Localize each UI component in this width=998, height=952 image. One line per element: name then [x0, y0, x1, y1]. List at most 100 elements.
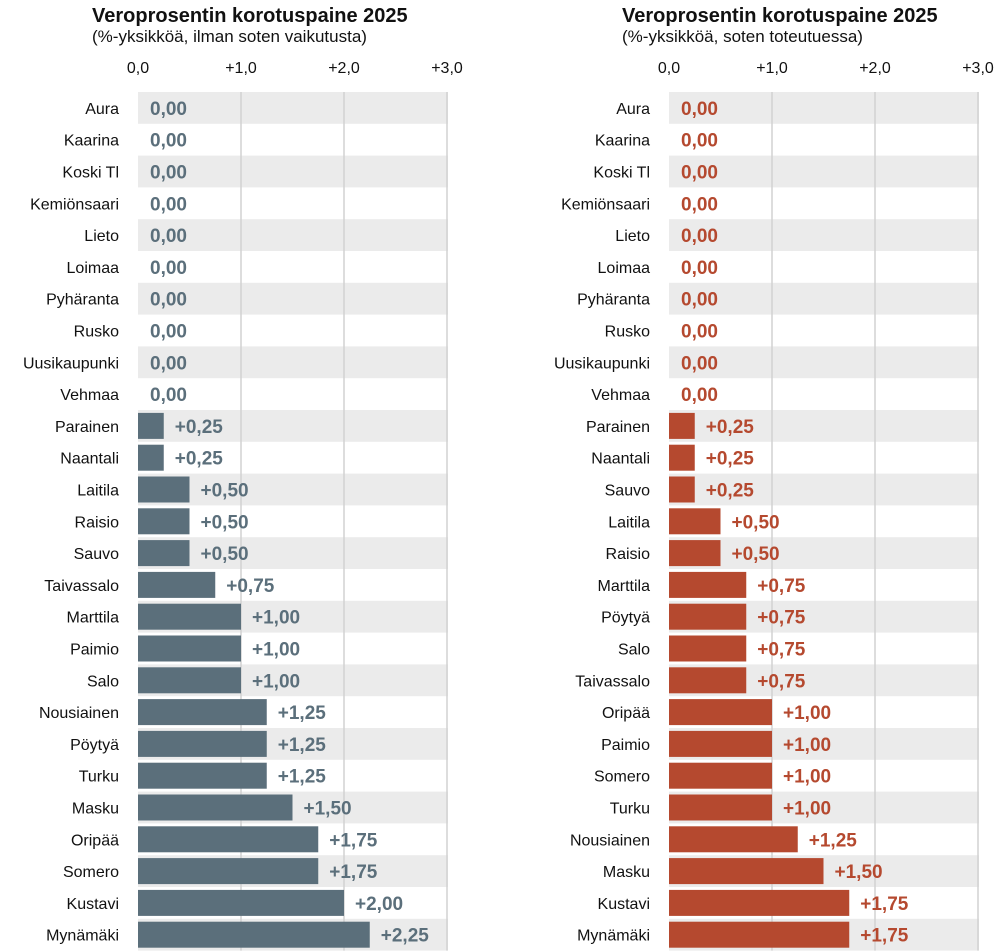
- category-label: Marttila: [598, 578, 651, 595]
- row-stripe: [138, 537, 448, 569]
- category-label: Laitila: [77, 483, 119, 500]
- category-label: Parainen: [55, 419, 119, 436]
- category-label: Koski Tl: [593, 165, 650, 182]
- row-stripe: [138, 346, 448, 379]
- category-label: Raisio: [75, 514, 120, 531]
- chart-left-title: Veroprosentin korotuspaine 2025: [92, 5, 408, 27]
- category-label: Nousiainen: [570, 832, 650, 849]
- bar: [669, 826, 798, 853]
- bar: [669, 635, 747, 662]
- bar: [669, 444, 695, 471]
- value-label: 0,00: [150, 131, 187, 152]
- chart-right-categories: Aura Kaarina Koski Tl Kemiönsaari Lieto Loima…: [554, 101, 650, 945]
- value-label: +0,25: [706, 449, 755, 470]
- value-label: 0,00: [150, 163, 187, 184]
- category-label: Uusikaupunki: [554, 355, 650, 372]
- value-label: +1,50: [304, 799, 352, 820]
- value-label: +0,50: [732, 512, 780, 533]
- category-label: Taivassalo: [575, 673, 650, 690]
- value-label: +1,00: [252, 640, 300, 661]
- category-label: Aura: [616, 101, 650, 118]
- category-label: Kemiönsaari: [561, 196, 650, 213]
- category-label: Salo: [87, 673, 119, 690]
- bar: [669, 540, 721, 567]
- bar: [138, 540, 190, 567]
- category-label: Rusko: [74, 324, 119, 341]
- row-stripe: [138, 282, 448, 315]
- row-stripe: [138, 92, 448, 124]
- category-label: Rusko: [605, 324, 650, 341]
- row-stripe: [669, 346, 979, 379]
- bar: [669, 889, 850, 916]
- value-label: +1,00: [783, 799, 831, 820]
- chart-left-subtitle: (%-yksikköä, ilman soten vaikutusta): [92, 27, 367, 46]
- value-label: 0,00: [681, 226, 718, 247]
- bar: [138, 921, 370, 948]
- category-label: Naantali: [60, 451, 119, 468]
- value-label: 0,00: [681, 99, 718, 120]
- bar: [138, 508, 190, 535]
- value-label: +0,25: [706, 481, 755, 502]
- value-label: +0,75: [226, 576, 275, 597]
- bar: [138, 858, 319, 885]
- chart-right: Veroprosentin korotuspaine 2025 (%-yksik…: [554, 5, 994, 951]
- category-label: Raisio: [606, 546, 651, 563]
- tick-label: +1,0: [756, 60, 788, 77]
- value-label: +0,75: [757, 640, 806, 661]
- value-label: +1,25: [809, 830, 858, 851]
- value-label: +0,50: [732, 544, 780, 565]
- tick-label: +3,0: [431, 60, 463, 77]
- row-stripe: [138, 219, 448, 251]
- tick-label: 0,0: [127, 60, 149, 77]
- bar: [669, 412, 695, 439]
- category-label: Uusikaupunki: [23, 355, 119, 372]
- value-label: +0,50: [201, 481, 249, 502]
- row-stripe: [669, 92, 979, 124]
- category-label: Turku: [79, 769, 119, 786]
- value-label: +1,25: [278, 703, 327, 724]
- category-label: Salo: [618, 642, 650, 659]
- value-label: 0,00: [681, 322, 718, 343]
- category-label: Pöytyä: [70, 737, 119, 754]
- row-stripe: [138, 155, 448, 188]
- value-label: +1,00: [252, 608, 300, 629]
- category-label: Oripää: [71, 832, 119, 849]
- category-label: Vehmaa: [60, 387, 119, 404]
- category-label: Nousiainen: [39, 705, 119, 722]
- category-label: Masku: [72, 801, 119, 818]
- value-label: 0,00: [150, 226, 187, 247]
- category-label: Pyhäranta: [46, 292, 119, 309]
- bar: [138, 444, 164, 471]
- tick-label: +2,0: [859, 60, 891, 77]
- category-label: Oripää: [602, 705, 650, 722]
- category-label: Pyhäranta: [577, 292, 650, 309]
- category-label: Lieto: [615, 228, 650, 245]
- value-label: 0,00: [681, 258, 718, 279]
- chart-right-subtitle: (%-yksikköä, soten toteutuessa): [622, 27, 863, 46]
- row-stripe: [669, 473, 979, 506]
- category-label: Naantali: [591, 451, 650, 468]
- category-label: Masku: [603, 864, 650, 881]
- category-label: Kustavi: [67, 896, 119, 913]
- category-label: Taivassalo: [44, 578, 119, 595]
- value-label: +1,00: [783, 735, 831, 756]
- tick-label: +2,0: [328, 60, 360, 77]
- value-label: +2,25: [381, 926, 430, 947]
- value-label: +1,75: [860, 926, 909, 947]
- value-label: +1,75: [860, 894, 909, 915]
- value-label: +0,50: [201, 512, 249, 533]
- value-label: 0,00: [681, 385, 718, 406]
- category-label: Laitila: [608, 514, 650, 531]
- row-stripe: [138, 473, 448, 506]
- category-label: Parainen: [586, 419, 650, 436]
- value-label: 0,00: [150, 322, 187, 343]
- category-label: Somero: [594, 769, 650, 786]
- bar: [138, 699, 267, 726]
- category-label: Pöytyä: [601, 610, 650, 627]
- category-label: Loimaa: [598, 260, 651, 277]
- tick-label: +3,0: [962, 60, 994, 77]
- value-label: 0,00: [681, 163, 718, 184]
- bar: [669, 508, 721, 535]
- row-stripe: [669, 219, 979, 251]
